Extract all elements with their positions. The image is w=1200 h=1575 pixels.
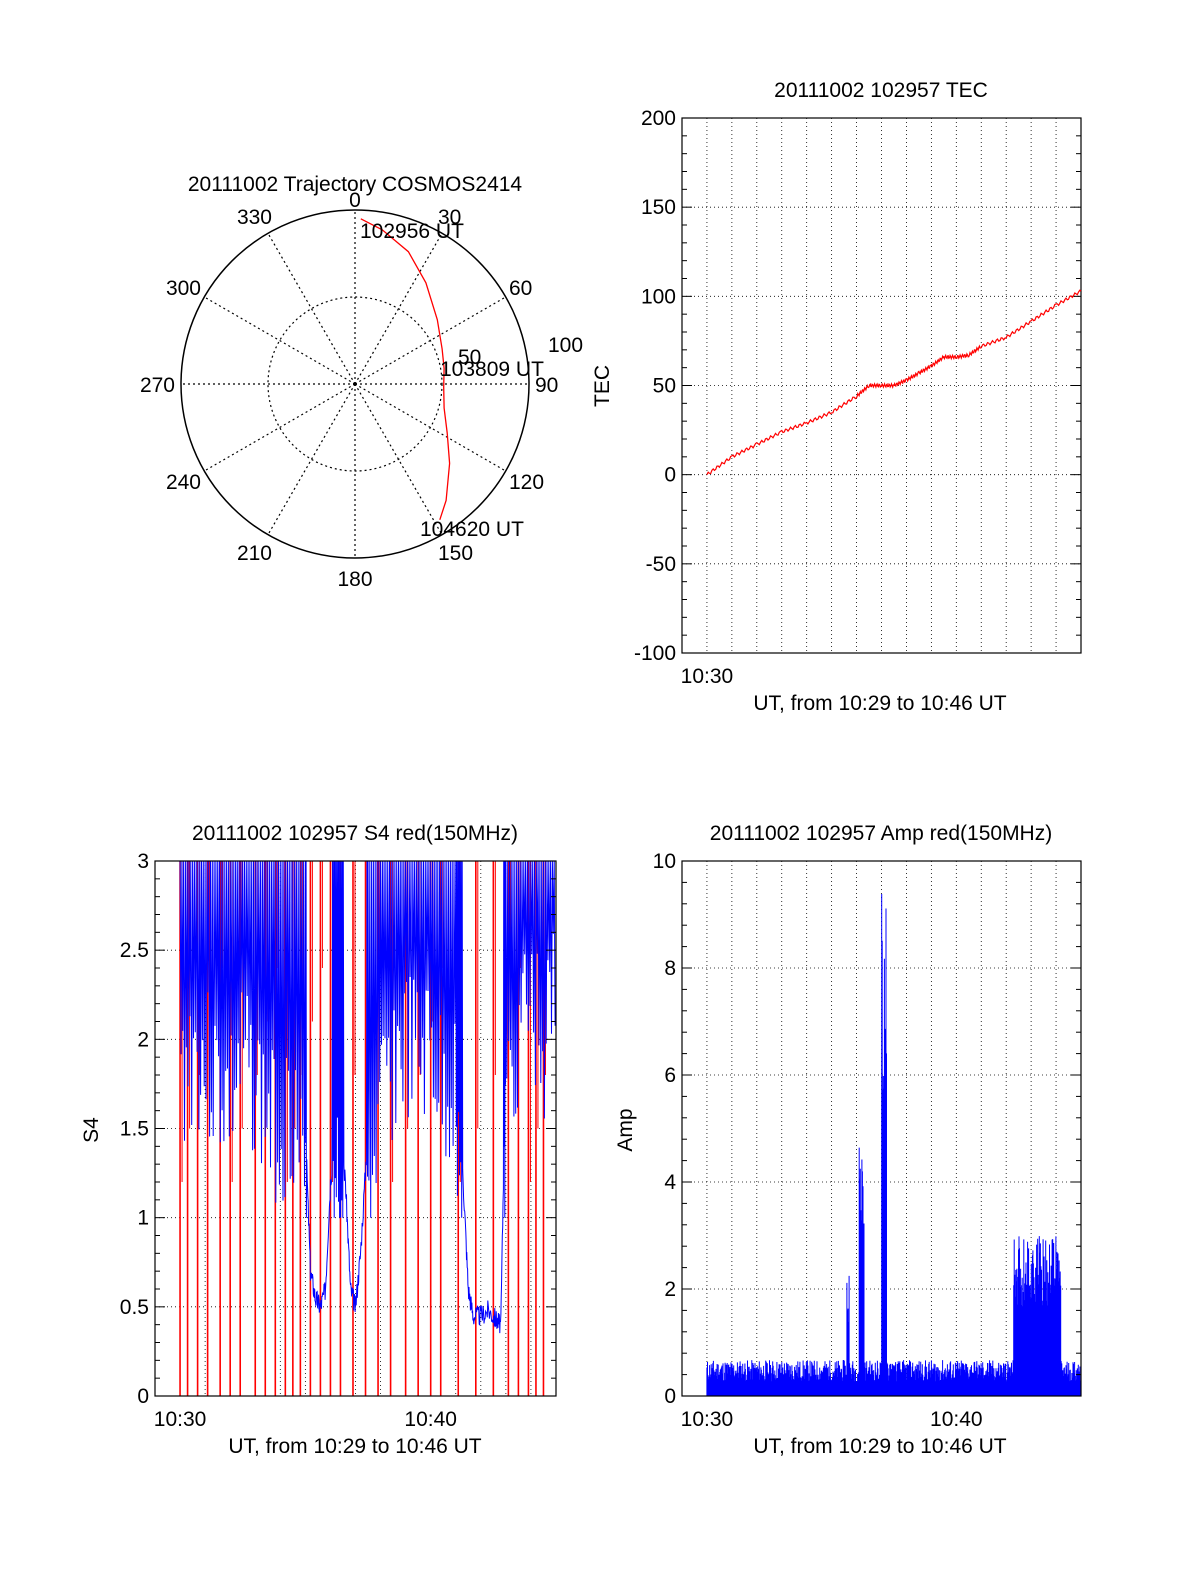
y-tick-label: 2 bbox=[137, 1028, 149, 1051]
y-tick-label: 1 bbox=[137, 1207, 149, 1230]
tec-x-label: UT, from 10:29 to 10:46 UT bbox=[753, 692, 1006, 715]
y-tick-label: 100 bbox=[641, 285, 676, 308]
polar-outer-ring bbox=[180, 209, 530, 559]
trajectory-line bbox=[360, 218, 451, 521]
y-tick-label: 10 bbox=[653, 850, 676, 873]
s4-x-ticks: 10:30 10:40 bbox=[154, 1408, 457, 1431]
polar-angle-label-150: 150 bbox=[438, 542, 473, 565]
polar-angle-label-330: 330 bbox=[237, 206, 272, 229]
tec-series-line bbox=[706, 289, 1082, 475]
tec-y-label: TEC bbox=[591, 365, 614, 407]
polar-angle-label-0: 0 bbox=[349, 189, 361, 212]
y-tick-label: 2 bbox=[664, 1278, 676, 1301]
amp-title: 20111002 102957 Amp red(150MHz) bbox=[710, 822, 1052, 845]
x-tick-label: 10:40 bbox=[404, 1408, 457, 1431]
polar-trajectory-plot: 20111002 Trajectory COSMOS2414 0 30 60 90 12… bbox=[140, 173, 583, 591]
polar-radius-label-50: 50 bbox=[458, 346, 481, 369]
annotation-mid-time: 103809 UT bbox=[440, 358, 544, 381]
polar-angle-label-210: 210 bbox=[237, 542, 272, 565]
s4-title: 20111002 102957 S4 red(150MHz) bbox=[192, 822, 518, 845]
y-tick-label: 0.5 bbox=[120, 1296, 149, 1319]
y-tick-label: 150 bbox=[641, 196, 676, 219]
polar-spoke-210 bbox=[267, 383, 356, 535]
amp-series bbox=[706, 894, 1082, 1396]
amp-frame bbox=[681, 860, 1082, 1397]
tec-plot: 20111002 102957 TEC -100-50050100150200 … bbox=[591, 79, 1082, 715]
polar-spoke-330 bbox=[267, 233, 356, 385]
polar-angle-label-60: 60 bbox=[509, 277, 532, 300]
tec-grid bbox=[682, 118, 1081, 653]
polar-spokes bbox=[181, 210, 529, 558]
y-tick-label: -50 bbox=[646, 553, 676, 576]
amp-x-label: UT, from 10:29 to 10:46 UT bbox=[753, 1435, 1006, 1458]
y-tick-label: -100 bbox=[634, 642, 676, 665]
polar-title: 20111002 Trajectory COSMOS2414 bbox=[188, 173, 523, 196]
s4-x-label: UT, from 10:29 to 10:46 UT bbox=[228, 1435, 481, 1458]
polar-spoke-150 bbox=[354, 383, 443, 535]
s4-blue-line bbox=[179, 860, 556, 1334]
polar-angle-label-90: 90 bbox=[535, 374, 558, 397]
polar-spoke-60 bbox=[354, 296, 506, 385]
y-tick-label: 1.5 bbox=[120, 1118, 149, 1141]
s4-plot: 20111002 102957 S4 red(150MHz) 0 0.5 1 1.5 2… bbox=[80, 822, 557, 1458]
polar-angle-label-120: 120 bbox=[509, 471, 544, 494]
polar-angle-label-180: 180 bbox=[337, 568, 372, 591]
amp-plot: 20111002 102957 Amp red(150MHz) 0246810 … bbox=[614, 822, 1082, 1458]
s4-y-label: S4 bbox=[80, 1117, 103, 1143]
x-tick-label: 10:30 bbox=[681, 1408, 734, 1431]
x-tick-label: 10:30 bbox=[681, 665, 734, 688]
x-tick-label: 10:40 bbox=[930, 1408, 983, 1431]
s4-y-ticks: 0 0.5 1 1.5 2 2.5 3 bbox=[120, 850, 556, 1408]
polar-angle-label-240: 240 bbox=[166, 471, 201, 494]
y-tick-label: 0 bbox=[664, 464, 676, 487]
polar-angle-labels: 0 30 60 90 120 150 180 210 240 270 300 330 bbox=[140, 189, 558, 591]
y-tick-label: 50 bbox=[653, 375, 676, 398]
polar-radius-label-100: 100 bbox=[548, 334, 583, 357]
y-tick-label: 6 bbox=[664, 1064, 676, 1087]
amp-y-ticks: 0 2 4 6 8 10 bbox=[653, 850, 1081, 1408]
y-tick-label: 0 bbox=[664, 1385, 676, 1408]
tec-y-ticks: -100 -50 0 50 100 150 200 bbox=[634, 107, 1081, 665]
polar-spoke-240 bbox=[204, 383, 356, 472]
polar-spoke-120 bbox=[354, 383, 506, 472]
tec-title: 20111002 102957 TEC bbox=[774, 79, 988, 102]
y-tick-label: 4 bbox=[664, 1171, 676, 1194]
y-tick-label: 8 bbox=[664, 957, 676, 980]
x-tick-label: 10:30 bbox=[154, 1408, 207, 1431]
s4-blue-series bbox=[179, 860, 556, 1334]
y-tick-label: 2.5 bbox=[120, 939, 149, 962]
annotation-end-time: 104620 UT bbox=[420, 518, 524, 541]
tec-x-ticks: 10:30 bbox=[681, 665, 734, 688]
polar-spoke-300 bbox=[204, 296, 356, 385]
polar-angle-label-300: 300 bbox=[166, 277, 201, 300]
polar-angle-label-30: 30 bbox=[438, 206, 461, 229]
y-tick-label: 200 bbox=[641, 107, 676, 130]
amp-y-label: Amp bbox=[614, 1108, 637, 1151]
annotation-start-time: 102956 UT bbox=[360, 220, 464, 243]
polar-angle-label-270: 270 bbox=[140, 374, 175, 397]
amp-x-ticks: 10:30 10:40 bbox=[681, 1408, 983, 1431]
y-tick-label: 3 bbox=[137, 850, 149, 873]
amp-series-line bbox=[706, 894, 1082, 1396]
y-tick-label: 0 bbox=[137, 1385, 149, 1408]
polar-spoke-30 bbox=[354, 233, 443, 385]
